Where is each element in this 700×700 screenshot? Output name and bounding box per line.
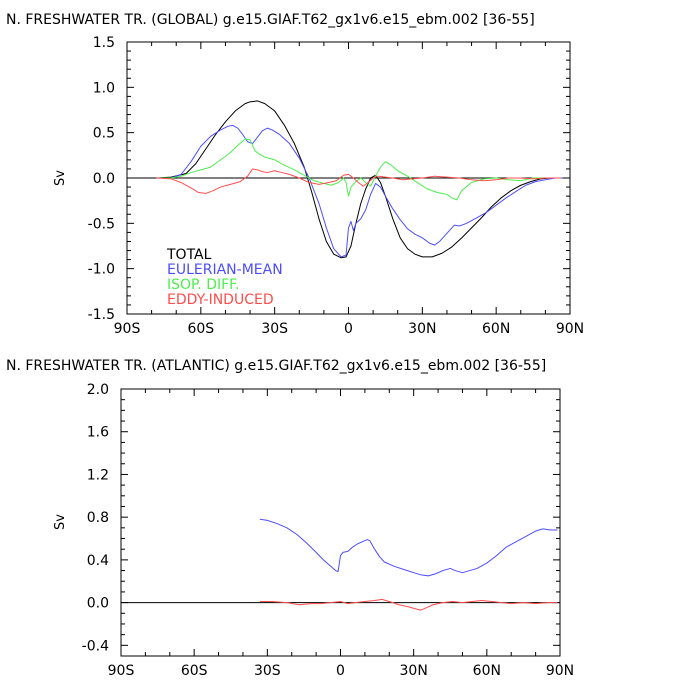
y-tick-label: 0.4: [87, 553, 109, 569]
atlantic-y-axis-label: Sv: [53, 514, 68, 530]
x-tick-label: 60N: [473, 663, 501, 679]
x-tick-label: 90N: [556, 321, 584, 337]
global-series-total: [156, 100, 561, 259]
atlantic-series-eulerian-mean: [259, 518, 558, 577]
global-series-isop-diff: [156, 138, 561, 201]
x-tick-label: 60S: [181, 663, 208, 679]
global-chart-title: N. FRESHWATER TR. (GLOBAL) g.e15.GIAF.T6…: [6, 12, 535, 28]
x-tick-label: 90N: [546, 663, 574, 679]
global-y-axis-label: Sv: [53, 170, 68, 186]
x-tick-label: 60N: [482, 321, 510, 337]
legend-eulerian-mean: EULERIAN-MEAN: [167, 262, 283, 278]
y-tick-label: 0.0: [93, 171, 115, 187]
global-series-eulerian-mean: [156, 124, 563, 258]
y-tick-label: -0.5: [88, 216, 115, 232]
y-tick-label: 1.0: [93, 80, 115, 96]
y-tick-label: -1.5: [88, 307, 115, 323]
x-tick-label: 60S: [187, 321, 214, 337]
y-tick-label: 0.0: [87, 596, 109, 612]
y-tick-label: 0.8: [87, 510, 109, 526]
atlantic-chart-title: N. FRESHWATER TR. (ATLANTIC) g.e15.GIAF.…: [6, 358, 546, 374]
x-tick-label: 0: [344, 321, 353, 337]
atlantic-plot-frame: [120, 388, 561, 657]
y-tick-label: -1.0: [88, 262, 115, 278]
x-tick-label: 90S: [114, 321, 141, 337]
y-tick-label: 1.2: [87, 467, 109, 483]
legend-eddy-induced: EDDY-INDUCED: [167, 292, 274, 308]
legend-isop-diff: ISOP. DIFF.: [167, 277, 239, 293]
x-tick-label: 30N: [400, 663, 428, 679]
x-tick-label: 0: [336, 663, 345, 679]
x-tick-label: 30S: [261, 321, 288, 337]
legend-total: TOTAL: [166, 247, 212, 263]
x-tick-label: 30N: [408, 321, 436, 337]
y-tick-label: 2.0: [87, 382, 109, 398]
y-tick-label: 1.5: [93, 35, 115, 51]
x-tick-label: 90S: [108, 663, 135, 679]
y-tick-label: 1.6: [87, 425, 109, 441]
atlantic-series-eddy-induced: [260, 598, 558, 611]
y-tick-label: -0.4: [82, 638, 109, 654]
x-tick-label: 30S: [254, 663, 281, 679]
y-tick-label: 0.5: [93, 126, 115, 142]
global-series-eddy-induced: [156, 168, 561, 194]
